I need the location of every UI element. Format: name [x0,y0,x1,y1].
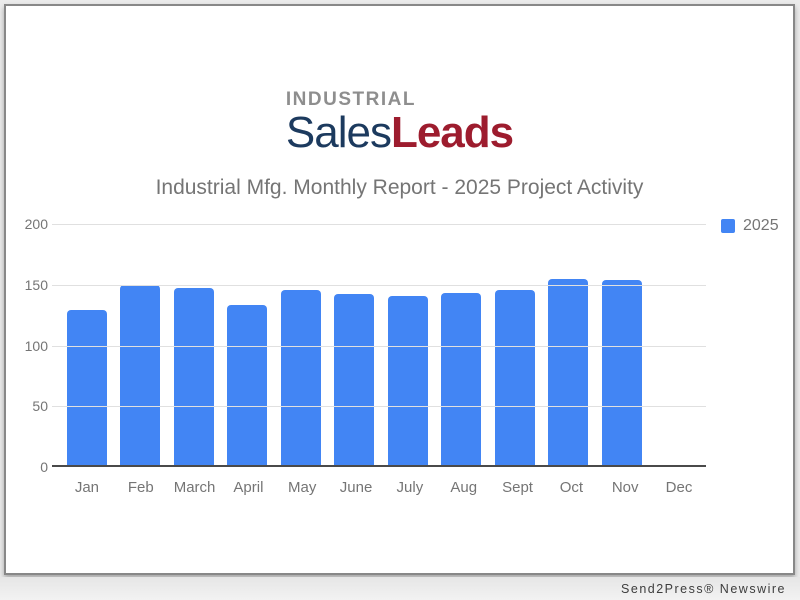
bar-slot-May [274,224,328,467]
x-axis-label-July: July [396,479,424,496]
y-axis-label-100: 100 [24,337,48,354]
bar-Sept[interactable] [494,289,535,467]
report-card: INDUSTRIAL SalesLeads Industrial Mfg. Mo… [4,4,795,575]
bar-May[interactable] [280,289,321,467]
logo-salesleads-text: SalesLeads [285,108,514,157]
x-axis-label-Jan: Jan [74,479,99,496]
bar-slot-June [328,224,382,467]
bar-slot-Oct [542,224,596,467]
x-axis-label-June: June [339,479,373,496]
x-axis-label-Sept: Sept [502,479,533,496]
bar-June[interactable] [334,294,375,467]
bar-April[interactable] [227,305,268,467]
y-axis-label-0: 0 [40,459,48,475]
x-axis-labels: Jan Feb March April May June July Aug Sept Oct Nov… [60,479,706,496]
x-axis-label-May: May [288,479,317,496]
bar-series-2025 [60,224,702,467]
x-axis-label-Dec: Dec [665,479,693,496]
gridline-100 [52,345,706,347]
bar-slot-Feb [114,224,168,467]
gridline-50 [52,406,706,408]
x-axis-label-April: April [233,479,264,496]
x-axis-label-Feb: Feb [127,479,154,496]
bar-slot-April [221,224,275,467]
legend-label-2025: 2025 [743,217,779,234]
bar-Aug[interactable] [441,293,482,467]
bar-slot-July [381,224,435,467]
x-axis-label-Oct: Oct [559,479,584,496]
bar-March[interactable] [173,288,214,467]
bar-Feb[interactable] [120,284,161,467]
bar-slot-Jan [60,224,114,467]
bar-slot-Nov [595,224,649,467]
newswire-footer-bar: Send2Press® Newswire [0,577,800,600]
bar-Oct[interactable] [548,278,589,467]
chart-title: Industrial Mfg. Monthly Report - 2025 Pr… [155,176,644,199]
gridline-150 [52,284,706,286]
y-axis-label-200: 200 [24,216,48,232]
chart-legend: 2025 [721,217,779,235]
legend-swatch-2025 [721,219,735,233]
bar-chart-plot-area: 0 50 100 150 200 [25,216,706,475]
logo-sales-word: Sales [285,108,392,157]
logo-leads-word: Leads [390,108,514,157]
x-axis-label-March: March [173,479,216,496]
bar-Nov[interactable] [601,279,642,467]
logo-industrial-text: INDUSTRIAL [285,89,416,110]
y-axis-label-50: 50 [32,398,48,415]
newswire-credit: Send2Press® Newswire [621,581,786,596]
gridline-200 [52,224,706,225]
bar-slot-Sept [488,224,542,467]
bar-Jan[interactable] [66,310,107,467]
x-axis-label-Nov: Nov [611,479,639,496]
gridline-0 [52,465,706,467]
bar-slot-Aug [435,224,489,467]
bar-July[interactable] [387,295,428,467]
company-logo: INDUSTRIAL SalesLeads [285,89,514,157]
bar-slot-March [167,224,221,467]
x-axis-label-Aug: Aug [450,479,478,496]
y-axis-label-150: 150 [24,276,48,293]
